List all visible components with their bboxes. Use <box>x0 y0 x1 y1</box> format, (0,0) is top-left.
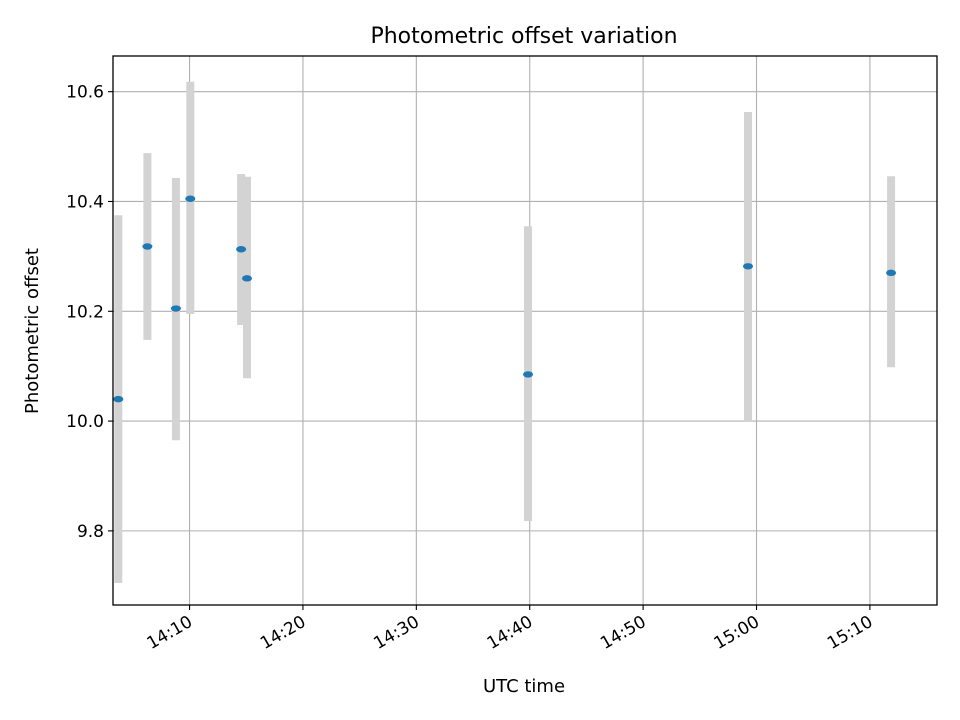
data-point <box>743 263 754 270</box>
data-point <box>142 243 153 250</box>
y-tick-label: 9.8 <box>77 522 104 542</box>
x-tick-label: 14:50 <box>597 612 649 654</box>
y-axis-label: Photometric offset <box>22 248 43 414</box>
x-tick-label: 15:10 <box>824 612 876 654</box>
y-tick-label: 10.2 <box>66 302 104 322</box>
x-tick-label: 14:20 <box>257 612 309 654</box>
data-point <box>886 269 897 277</box>
chart-title: Photometric offset variation <box>370 24 677 49</box>
x-tick-label: 14:30 <box>370 612 422 654</box>
plot-frame <box>112 55 938 606</box>
data-point <box>523 371 534 378</box>
data-point <box>170 305 181 312</box>
error-bars <box>114 81 896 584</box>
data-point <box>185 195 196 202</box>
x-tick-label: 14:10 <box>144 612 196 654</box>
y-tick-label: 10.0 <box>66 412 104 432</box>
y-tick-label: 10.4 <box>66 192 104 212</box>
data-point <box>241 275 252 282</box>
y-tick-label: 10.6 <box>66 83 104 103</box>
x-tick-label: 15:00 <box>711 612 763 654</box>
data-point <box>236 246 247 253</box>
data-points <box>113 195 897 403</box>
x-axis-label: UTC time <box>483 676 565 697</box>
x-tick-label: 14:40 <box>484 612 536 654</box>
data-point <box>113 395 124 403</box>
